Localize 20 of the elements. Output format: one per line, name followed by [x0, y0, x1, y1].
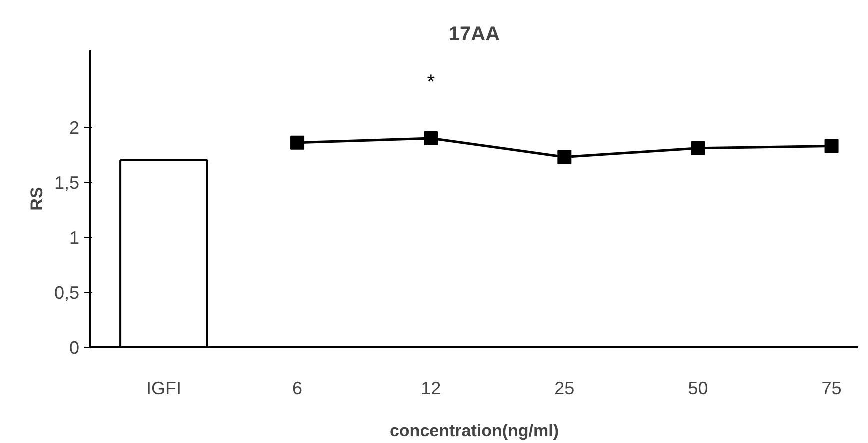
x-tick-label: 12: [421, 378, 442, 398]
y-axis-title: RS: [27, 187, 46, 211]
y-tick-label: 1: [69, 228, 80, 248]
y-tick-label: 1,5: [54, 173, 80, 193]
y-tick-label: 2: [69, 118, 80, 138]
point: [691, 141, 706, 156]
y-tick-label: 0: [69, 338, 80, 358]
point: [558, 150, 572, 164]
x-tick-label: 50: [688, 378, 708, 398]
x-axis-title: concentration(ng/ml): [390, 422, 560, 440]
x-tick-label: 6: [292, 378, 303, 398]
y-tick-label: 0,5: [54, 283, 80, 303]
chart-title: 17AA: [448, 24, 500, 46]
x-tick-label: 25: [554, 378, 575, 398]
x-tick-label: 75: [822, 378, 842, 398]
x-tick-label: IGFI: [146, 378, 182, 398]
point: [824, 139, 839, 154]
annotation: *: [427, 72, 436, 94]
point: [290, 136, 305, 150]
point: [424, 132, 438, 146]
